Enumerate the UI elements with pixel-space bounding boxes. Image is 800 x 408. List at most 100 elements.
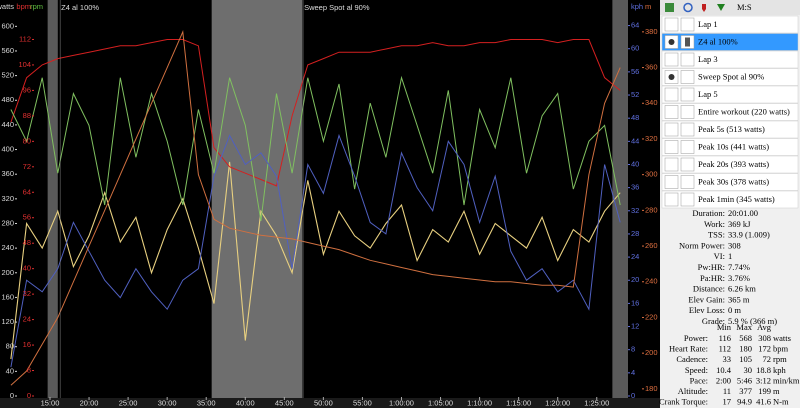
lap-checkbox[interactable] (664, 52, 679, 67)
y-tick-label: 28 (631, 229, 639, 238)
lap-label[interactable]: Peak 20s (393 watts) (698, 159, 769, 169)
x-tick-label: 20:00 (80, 398, 99, 407)
lap-checkbox[interactable] (680, 192, 695, 207)
lap-label[interactable]: Lap 1 (698, 19, 718, 29)
summary-value: 369 kJ (728, 219, 751, 229)
plot-background (0, 0, 660, 408)
lap-label[interactable]: Lap 5 (698, 89, 718, 99)
lap-label[interactable]: Peak 1min (345 watts) (698, 194, 775, 204)
toolbar-icon[interactable] (702, 4, 706, 12)
lap-label[interactable]: Lap 3 (698, 54, 718, 64)
y-tick-label: 240 (645, 277, 658, 286)
lap-label[interactable]: Entire workout (220 watts) (698, 106, 790, 116)
lap-row[interactable] (661, 120, 799, 139)
lap-row[interactable] (661, 103, 799, 121)
y-tick-label: 20 (631, 275, 639, 284)
table-cell: 94.9 (737, 397, 752, 407)
lap-row[interactable] (661, 50, 799, 69)
lap-checkbox[interactable] (680, 122, 695, 137)
shaded-range (612, 0, 628, 398)
lap-row[interactable] (661, 155, 799, 174)
x-tick-label: 30:00 (158, 398, 177, 407)
y-tick-label: 40 (6, 366, 14, 375)
summary-value: 1 (728, 251, 732, 261)
lap-label[interactable]: Z4 al 100% (698, 36, 738, 46)
lap-checkbox[interactable] (680, 17, 695, 32)
y-tick-label: 32 (23, 289, 31, 298)
y-tick-label: 360 (1, 169, 14, 178)
table-cell: 17 (723, 397, 732, 407)
table-row-label: Speed: (685, 365, 708, 375)
lap-checkbox[interactable] (680, 87, 695, 102)
x-tick-label: 1:05:00 (428, 398, 453, 407)
series-line (10, 133, 621, 368)
lap-row[interactable] (661, 15, 799, 34)
table-cell: 112 (719, 344, 731, 354)
summary-label: Grade: (702, 316, 725, 326)
table-cell: 72 (763, 354, 772, 364)
table-cell: 105 (739, 354, 752, 364)
axis-title: rpm (30, 2, 43, 11)
series-line (10, 39, 621, 187)
x-tick-label: 1:10:00 (467, 398, 492, 407)
lap-lock-icon[interactable] (685, 37, 690, 47)
toolbar-icon[interactable] (717, 4, 725, 11)
lap-row[interactable] (661, 85, 799, 104)
lap-checkbox[interactable] (680, 70, 695, 84)
y-tick-label: 320 (645, 134, 658, 143)
lap-visible-icon[interactable] (668, 74, 675, 80)
table-cell: 180 (739, 344, 752, 354)
x-tick-label: 45:00 (275, 398, 294, 407)
toolbar-icon[interactable] (665, 3, 674, 12)
y-tick-label: 280 (645, 205, 658, 214)
y-tick-label: 160 (1, 292, 14, 301)
lap-visible-icon[interactable] (668, 39, 675, 45)
lap-label[interactable]: Peak 5s (513 watts) (698, 124, 765, 134)
lap-checkbox[interactable] (664, 105, 679, 119)
table-cell: 18.8 (756, 365, 771, 375)
summary-label: Work: (704, 219, 725, 229)
toolbar-label[interactable]: M:S (737, 2, 752, 12)
lap-checkbox[interactable] (664, 140, 679, 154)
lap-checkbox[interactable] (664, 17, 679, 32)
lap-label[interactable]: Sweep Spot al 90% (698, 71, 764, 81)
y-tick-label: 380 (645, 27, 658, 36)
toolbar-icon[interactable] (683, 2, 693, 13)
lap-checkbox[interactable] (680, 157, 695, 172)
lap-checkbox[interactable] (680, 140, 695, 154)
lap-checkbox[interactable] (680, 52, 695, 67)
lap-label[interactable]: Peak 10s (441 watts) (698, 141, 769, 151)
y-tick-label: 80 (23, 136, 31, 145)
y-tick-label: 220 (645, 312, 658, 321)
lap-checkbox[interactable] (664, 192, 679, 207)
lap-checkbox[interactable] (664, 87, 679, 102)
x-tick-label: 25:00 (119, 398, 138, 407)
y-tick-label: 0 (10, 391, 14, 400)
lap-row[interactable] (661, 138, 799, 156)
lap-checkbox[interactable] (664, 122, 679, 137)
lap-row[interactable] (661, 173, 799, 191)
axis-title: m (645, 2, 651, 11)
table-row-label: Cadence: (676, 354, 708, 364)
lap-checkbox[interactable] (664, 175, 679, 189)
y-tick-label: 120 (1, 317, 14, 326)
lap-row[interactable] (661, 190, 799, 209)
y-tick-label: 104 (18, 60, 31, 69)
summary-label: Norm Power: (679, 240, 725, 250)
lap-row[interactable] (661, 68, 799, 86)
table-unit: watts (773, 333, 791, 343)
series-line (10, 75, 621, 221)
lap-checkbox[interactable] (680, 175, 695, 189)
y-tick-label: 520 (1, 71, 14, 80)
toolbar (660, 0, 800, 15)
y-tick-label: 600 (1, 21, 14, 30)
y-tick-label: 480 (1, 95, 14, 104)
summary-label: TSS: (708, 230, 725, 240)
lap-row[interactable] (661, 33, 799, 51)
lap-checkbox[interactable] (664, 157, 679, 172)
lap-label[interactable]: Peak 30s (378 watts) (698, 176, 769, 186)
table-unit: N-m (773, 397, 789, 407)
lap-checkbox[interactable] (680, 105, 695, 119)
table-row-label: Crank Torque: (659, 397, 708, 407)
